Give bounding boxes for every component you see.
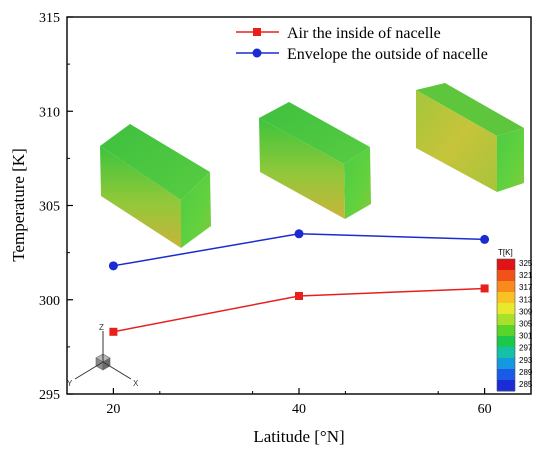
colorbar-label: 285: [519, 380, 533, 389]
colorbar-title: T[K]: [498, 248, 513, 257]
y-tick-label: 310: [39, 105, 60, 120]
colorbar-label: 305: [519, 320, 533, 329]
data-point: [108, 261, 118, 271]
colorbar-label: 289: [519, 368, 533, 377]
colorbar-label: 313: [519, 295, 533, 304]
x-tick-label: 60: [478, 402, 492, 417]
triad-label-z: Z: [99, 323, 104, 332]
colorbar-swatch: [497, 270, 515, 282]
data-point: [295, 291, 303, 300]
colorbar-swatch: [497, 325, 515, 337]
colorbar-swatch: [497, 380, 515, 392]
legend-marker-envelope: [252, 48, 262, 58]
nacelle-render-60N: [416, 83, 524, 192]
legend-label-envelope: Envelope the outside of nacelle: [287, 46, 488, 63]
nacelle-render-20N: [100, 124, 211, 248]
colorbar-label: 325: [519, 259, 533, 268]
temperature-colorbar: T[K] 325 321 317 313 309 305 301 297 293 289 285: [496, 248, 533, 392]
nacelle-render-40N: [259, 102, 371, 219]
colorbar-swatch: [497, 303, 515, 315]
colorbar-swatch: [497, 259, 515, 271]
y-tick-label: 295: [39, 388, 60, 403]
y-axis-label: Temperature [K]: [9, 148, 28, 262]
legend-label-air: Air the inside of nacelle: [287, 25, 441, 42]
data-point: [480, 234, 490, 244]
y-tick-label: 315: [39, 11, 60, 26]
colorbar-frame: [496, 258, 516, 392]
colorbar-swatch: [497, 347, 515, 359]
triad-label-y: Y: [67, 379, 73, 388]
colorbar-swatch: [497, 369, 515, 381]
colorbar-label: 297: [519, 344, 533, 353]
y-tick-label: 300: [39, 294, 60, 309]
axis-triad: Z Y X: [67, 323, 139, 388]
x-tick-label: 20: [106, 402, 120, 417]
data-point: [109, 327, 118, 336]
colorbar-swatch: [497, 292, 515, 304]
colorbar-swatch: [497, 314, 515, 326]
x-tick-label: 40: [292, 402, 306, 417]
y-tick-label: 305: [39, 200, 60, 215]
x-axis-label: Latitude [°N]: [253, 427, 344, 446]
triad-label-x: X: [133, 379, 139, 388]
data-point: [294, 229, 304, 239]
legend-marker-air: [253, 28, 261, 36]
colorbar-swatch: [497, 358, 515, 370]
legend: Air the inside of nacelle Envelope the o…: [236, 25, 488, 63]
colorbar-swatch: [497, 281, 515, 293]
colorbar-label: 317: [519, 283, 533, 292]
data-point: [480, 284, 489, 293]
colorbar-label: 293: [519, 356, 533, 365]
colorbar-swatch: [497, 336, 515, 348]
colorbar-label: 301: [519, 332, 533, 341]
colorbar-label: 321: [519, 271, 533, 280]
colorbar-label: 309: [519, 307, 533, 316]
